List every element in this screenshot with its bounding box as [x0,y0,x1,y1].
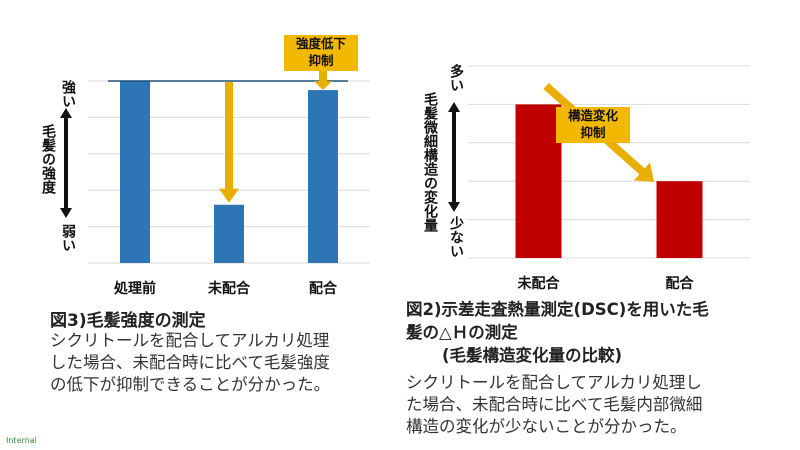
strength-bottom-label: 弱い [60,224,76,252]
dsc-title-line-3: (毛髪構造変化量の比較) [442,346,623,365]
strength-bar [120,81,150,263]
strength-category-label: 未配合 [208,280,251,297]
dsc-change-arrow-head [634,162,654,182]
dsc-axis-arrow-head-up [448,102,460,112]
strength-drop-arrow-shaft [225,82,233,192]
dsc-bar [656,181,703,258]
strength-chart: 処理前 未配合 配合 [60,71,370,297]
strength-desc-line-3: の低下が抑制できることが分かった。 [50,375,331,394]
strength-top-label: 強い [60,80,76,108]
dsc-chart: 未配合 配合 [448,65,750,292]
strength-desc-line-1: シクリトールを配合してアルカリ処理 [50,331,330,350]
dsc-callout: 構造変化 抑制 [556,107,630,143]
strength-desc-line-2: した場合、未配合時に比べて毛髪強度 [50,353,330,372]
strength-figure-title: 図3)毛髪強度の測定 [50,311,206,331]
dsc-category-label: 配合 [666,275,695,292]
strength-category-label: 処理前 [113,280,156,297]
strength-axis-label: 毛髪の強度 [40,124,56,194]
dsc-callout-line1: 構造変化 [567,108,618,123]
strength-category-label: 配合 [309,280,338,297]
footer-label: Internal [6,436,37,445]
dsc-axis-arrow-head-down [448,202,460,212]
strength-small-arrow-shaft [319,71,327,83]
strength-axis-arrow-head-up [60,108,72,118]
dsc-axis-label: 毛髪微細構造の変化量 [422,92,438,232]
dsc-figure-title: 図2)示差走査熱量測定(DSC)を用いた毛 髪の△Ｈの測定 (毛髪構造変化量の比… [406,298,709,367]
strength-axis-arrow-head-down [60,208,72,218]
strength-callout: 強度低下 抑制 [284,35,358,71]
dsc-description: シクリトールを配合してアルカリ処理し た場合、未配合時に比べて毛髪内部微細 構造… [406,372,702,438]
dsc-top-label: 多い [448,64,464,92]
strength-callout-line1: 強度低下 [295,36,346,51]
dsc-bar [515,104,562,259]
strength-bar [308,90,338,263]
dsc-category-label: 未配合 [518,275,561,292]
strength-small-arrow-head [314,81,332,91]
strength-description: シクリトールを配合してアルカリ処理 した場合、未配合時に比べて毛髪強度 の低下が… [50,330,330,396]
dsc-desc-line-1: シクリトールを配合してアルカリ処理し [406,373,702,392]
dsc-callout-line2: 抑制 [580,125,606,140]
dsc-title-line-1: 図2)示差走査熱量測定(DSC)を用いた毛 [406,300,709,319]
dsc-title-line-2: 髪の△Ｈの測定 [406,323,518,342]
strength-bar [214,204,244,263]
dsc-desc-line-2: た場合、未配合時に比べて毛髪内部微細 [406,395,703,414]
dsc-bottom-label: 少ない [448,216,464,258]
dsc-desc-line-3: 構造の変化が少ないことが分かった。 [406,417,687,436]
strength-drop-arrow-head [219,188,239,203]
strength-callout-line2: 抑制 [308,53,334,68]
